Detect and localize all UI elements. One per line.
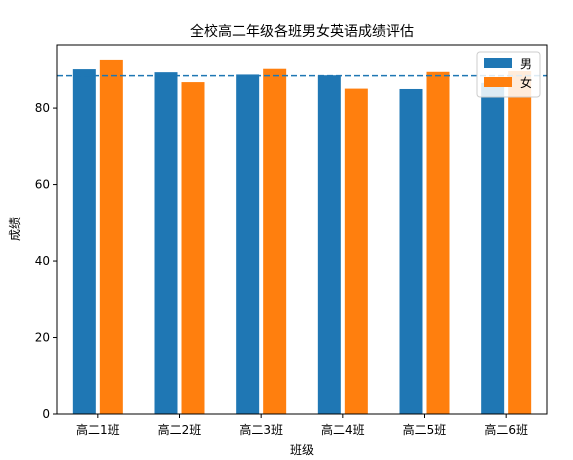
y-tick-label: 40 [35,254,50,268]
y-tick-label: 80 [35,101,50,115]
legend-label-girls: 女 [520,75,532,90]
x-tick-label: 高二3班 [239,422,283,437]
legend-label-boys: 男 [520,57,532,71]
x-axis: 高二1班 高二2班 高二3班 高二4班 高二5班 高二6班 [76,414,528,437]
x-tick-label: 高二5班 [403,422,447,437]
y-axis: 0 20 40 60 80 [35,101,57,421]
bar-girls-3 [263,68,287,415]
y-axis-label: 成绩 [8,217,22,241]
plot-frame [56,44,548,415]
x-tick-label: 高二6班 [484,422,528,437]
bar-girls-5 [426,71,450,415]
x-tick-label: 高二1班 [76,422,120,437]
legend-swatch-girls [484,77,512,87]
bar-girls-1 [99,59,123,414]
y-tick-label: 60 [35,178,50,192]
bar-boys-1 [72,69,96,414]
x-axis-label: 班级 [290,443,314,457]
x-tick-label: 高二2班 [158,422,202,437]
bar-boys-6 [481,82,505,415]
chart-title: 全校高二年级各班男女英语成绩评估 [190,23,414,40]
bar-boys-4 [317,75,341,415]
bar-boys-5 [399,88,423,414]
bar-boys-3 [236,74,260,414]
bar-girls-2 [181,82,205,414]
bar-boys-2 [154,72,178,415]
legend: 男 女 [476,51,541,98]
bars-layer [72,59,532,415]
y-tick-label: 0 [42,407,50,421]
legend-swatch-boys [484,58,512,68]
x-tick-label: 高二4班 [321,422,365,437]
bar-girls-6 [508,71,532,414]
bar-girls-4 [344,88,368,414]
y-tick-label: 20 [35,331,50,345]
